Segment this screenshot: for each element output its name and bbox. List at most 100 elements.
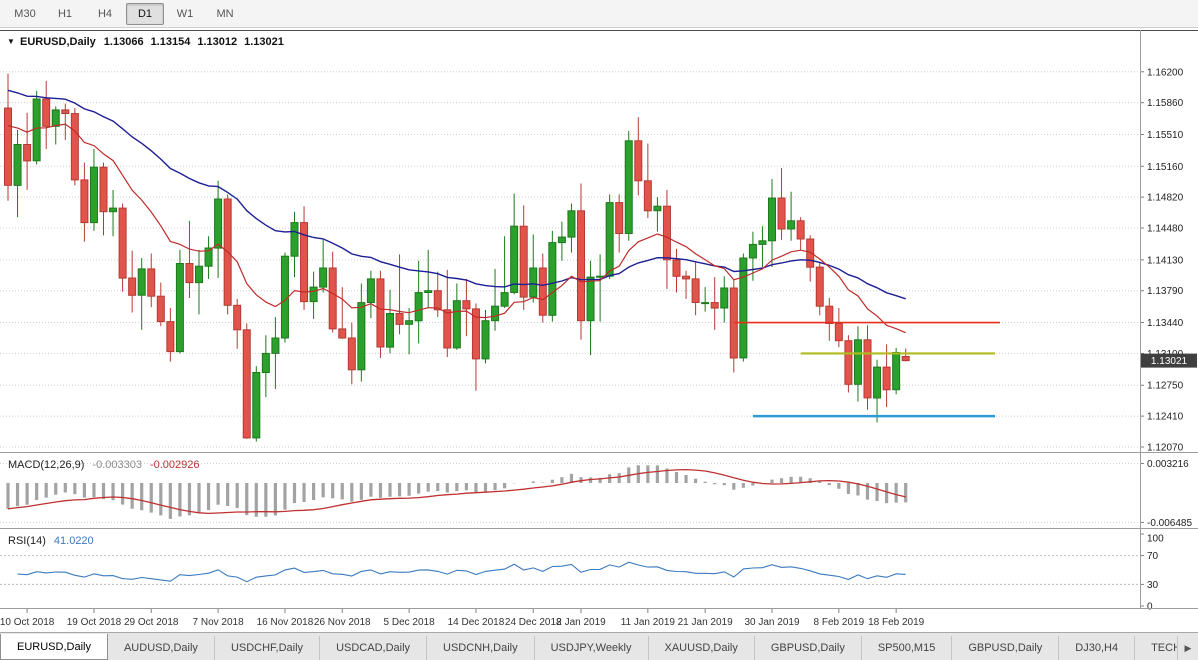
- candle: [825, 305, 834, 325]
- svg-text:11 Jan 2019: 11 Jan 2019: [621, 617, 676, 628]
- svg-text:100: 100: [1147, 534, 1164, 545]
- candle: [529, 267, 538, 298]
- svg-text:1.14820: 1.14820: [1147, 193, 1184, 204]
- candle: [662, 205, 671, 261]
- symbol-tab-usdjpy-weekly[interactable]: USDJPY,Weekly: [534, 636, 649, 660]
- candle: [128, 277, 137, 296]
- tab-scroll-right-icon[interactable]: ▶: [1177, 636, 1198, 660]
- macd-histogram: [6, 465, 908, 519]
- timeframe-button-mn[interactable]: MN: [216, 7, 234, 20]
- symbol-tab-usdcnh-daily[interactable]: USDCNH,Daily: [427, 636, 535, 660]
- symbol-tab-xauusd-daily[interactable]: XAUUSD,Daily: [648, 636, 755, 660]
- candle: [4, 107, 12, 186]
- candle: [567, 210, 576, 238]
- candle: [901, 356, 910, 362]
- candle: [319, 267, 328, 288]
- candle: [577, 210, 585, 322]
- candle: [376, 278, 385, 348]
- candle: [643, 180, 652, 212]
- symbol-tab-usdchf-daily[interactable]: USDCHF,Daily: [214, 636, 321, 660]
- date-axis[interactable]: 10 Oct 2018 19 Oct 2018 29 Oct 2018 7 Nov 2…: [0, 609, 925, 628]
- svg-text:1.13440: 1.13440: [1147, 318, 1184, 329]
- candle: [424, 290, 433, 294]
- candle: [242, 329, 251, 439]
- candle: [701, 302, 710, 305]
- svg-text:5 Dec 2018: 5 Dec 2018: [384, 617, 436, 628]
- candle: [32, 98, 41, 162]
- rsi-line: [17, 561, 906, 583]
- candle: [433, 290, 442, 311]
- timeframe-toolbar: M30 H1 H4 D1 W1 MN: [0, 0, 1198, 28]
- symbol-tab-audusd-daily[interactable]: AUDUSD,Daily: [107, 636, 215, 660]
- timeframe-button-d1[interactable]: D1: [126, 2, 164, 25]
- timeframe-button-h4[interactable]: H4: [97, 7, 113, 20]
- candle: [185, 263, 194, 284]
- svg-text:30 Jan 2019: 30 Jan 2019: [744, 617, 799, 628]
- svg-text:1.15860: 1.15860: [1147, 98, 1184, 109]
- candle: [290, 222, 299, 257]
- candle: [806, 238, 815, 268]
- symbol-tab-eurusd-daily[interactable]: EURUSD,Daily: [0, 634, 108, 660]
- timeframe-button-h1[interactable]: H1: [57, 7, 73, 20]
- candle: [195, 265, 203, 284]
- svg-text:1.16200: 1.16200: [1147, 67, 1184, 78]
- svg-text:14 Dec 2018: 14 Dec 2018: [448, 617, 505, 628]
- svg-text:0: 0: [1147, 602, 1153, 613]
- symbol-tab-dj30-h4[interactable]: DJ30,H4: [1059, 636, 1136, 660]
- rsi-value: 41.0220: [54, 535, 94, 547]
- rsi-label: RSI(14) 41.0220: [8, 535, 94, 547]
- candle: [137, 268, 146, 296]
- candle: [13, 144, 22, 186]
- candle: [596, 275, 605, 278]
- candle: [844, 340, 853, 385]
- symbol-tab-gbpusd-daily[interactable]: GBPUSD,Daily: [754, 636, 862, 660]
- candle: [443, 309, 452, 349]
- timeframe-button-w1[interactable]: W1: [176, 7, 194, 20]
- chart-title: EURUSD,Daily 1.13066 1.13154 1.13012 1.13021: [20, 36, 284, 48]
- candle: [548, 242, 557, 316]
- candle: [510, 225, 519, 293]
- svg-text:1.15160: 1.15160: [1147, 162, 1184, 173]
- candle: [452, 300, 461, 349]
- symbol-tab-sp500-m15[interactable]: SP500,M15: [861, 636, 953, 660]
- price-axis[interactable]: 1.16200 1.15860 1.15510 1.15160 1.14820 1.144…: [1140, 67, 1184, 454]
- candle: [338, 328, 347, 339]
- chart-title-open: 1.13066: [104, 36, 144, 48]
- candle: [414, 292, 423, 322]
- candle: [586, 276, 595, 322]
- svg-text:2 Jan 2019: 2 Jan 2019: [556, 617, 606, 628]
- svg-text:10 Oct 2018: 10 Oct 2018: [0, 617, 55, 628]
- candle: [357, 302, 366, 371]
- svg-text:1.14130: 1.14130: [1147, 255, 1184, 266]
- candle: [634, 140, 643, 182]
- chart-canvas[interactable]: 1.16200 1.15860 1.15510 1.15160 1.14820 1.144…: [0, 28, 1198, 632]
- svg-text:19 Oct 2018: 19 Oct 2018: [67, 617, 122, 628]
- candle: [204, 247, 213, 267]
- svg-text:18 Feb 2019: 18 Feb 2019: [868, 617, 925, 628]
- symbol-tab-usdcad-daily[interactable]: USDCAD,Daily: [320, 636, 428, 660]
- chart-title-symbol: EURUSD,Daily: [20, 36, 97, 48]
- macd-grid: [0, 462, 1140, 523]
- candle: [615, 202, 624, 235]
- candle: [42, 98, 51, 127]
- one-click-expand-icon[interactable]: ▼: [7, 37, 15, 46]
- timeframe-button-m30[interactable]: M30: [14, 7, 36, 20]
- chart-title-low: 1.13012: [197, 36, 237, 48]
- candle: [309, 286, 318, 303]
- candle: [89, 166, 98, 224]
- candle: [882, 366, 891, 391]
- candle: [796, 220, 805, 240]
- candle: [175, 263, 184, 353]
- candle: [758, 240, 767, 245]
- candle: [70, 113, 79, 181]
- candle: [386, 313, 394, 348]
- candle: [51, 109, 60, 127]
- symbol-tabbar: EURUSD,Daily AUDUSD,Daily USDCHF,Daily USDC…: [0, 632, 1198, 660]
- svg-text:1.14480: 1.14480: [1147, 224, 1184, 235]
- candle: [682, 275, 691, 280]
- candle: [653, 205, 662, 212]
- candle: [691, 278, 700, 303]
- macd-value-signal: -0.002926: [150, 459, 200, 471]
- candle: [768, 197, 776, 242]
- symbol-tab-gbpusd-daily[interactable]: GBPUSD,Daily: [952, 636, 1060, 660]
